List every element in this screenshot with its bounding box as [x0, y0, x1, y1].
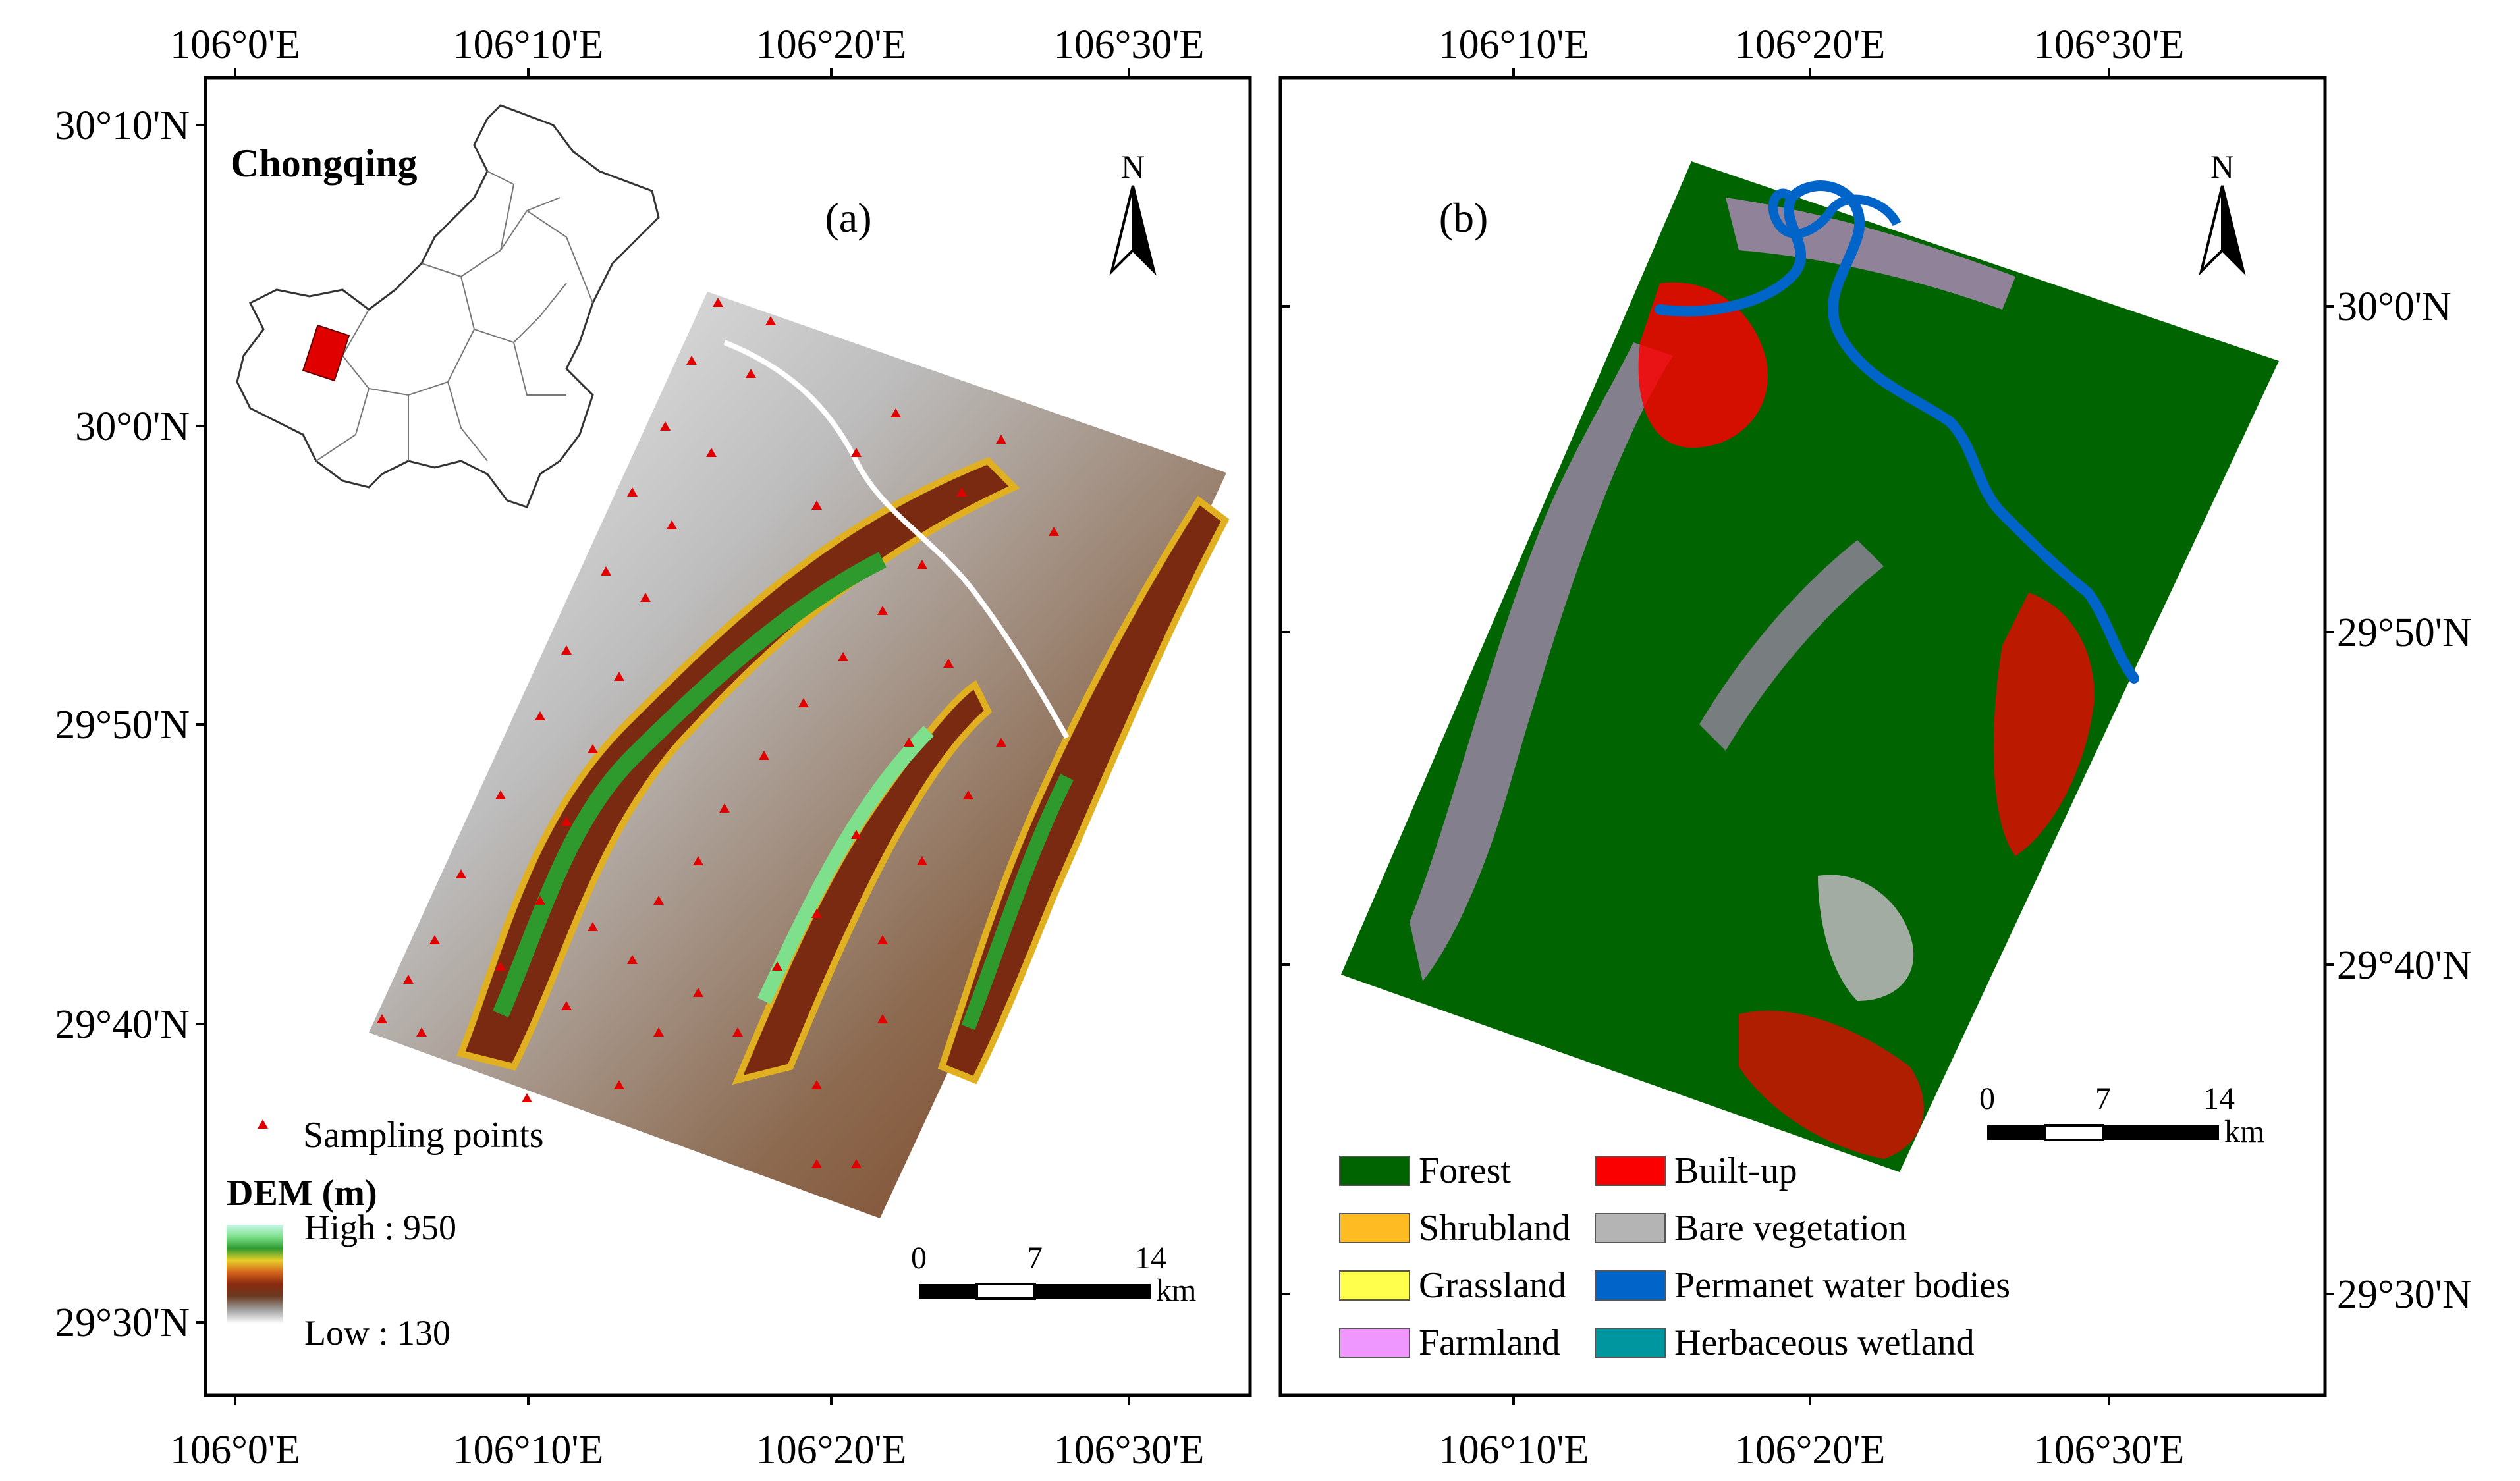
- b-bottom-lon-0: 106°10'E: [1438, 1428, 1589, 1472]
- a-top-lon-0: 106°0'E: [170, 22, 300, 67]
- panel-a: 106°0'E 106°10'E 106°20'E 106°30'E 106°0…: [55, 22, 1252, 1472]
- a-left-lat-1: 30°0'N: [75, 404, 190, 449]
- dem-footprint: [369, 292, 1226, 1218]
- legend-swatch-shrubland: [1339, 1213, 1410, 1243]
- legend-swatch-wetland: [1595, 1328, 1666, 1358]
- study-area-highlight: [302, 324, 350, 382]
- bare-vegetation-south: [1818, 875, 1914, 1001]
- a-left-lat-2: 29°50'N: [55, 703, 190, 747]
- scale-bar-b: [1987, 1124, 2219, 1141]
- builtup-north: [1638, 282, 1768, 448]
- legend-swatch-builtup: [1595, 1156, 1666, 1186]
- b-right-lat-3: 29°30'N: [2337, 1272, 2472, 1317]
- panel-b: 106°10'E 106°20'E 106°30'E 106°10'E 106°…: [1278, 22, 2472, 1472]
- north-arrow-icon: [1109, 185, 1157, 276]
- a-top-lon-2: 106°20'E: [756, 22, 907, 67]
- district-boundaries: [315, 171, 593, 462]
- scale-b-tick-2: 14: [2203, 1081, 2235, 1116]
- legend-swatch-water: [1595, 1270, 1666, 1301]
- scale-b-tick-1: 7: [2095, 1081, 2111, 1116]
- legend-label-wetland: Herbaceous wetland: [1674, 1322, 1975, 1363]
- b-right-lat-1: 29°50'N: [2337, 610, 2472, 655]
- legend-label-bare: Bare vegetation: [1674, 1208, 1907, 1249]
- north-label: N: [1121, 148, 1145, 185]
- dem-high-label: High : 950: [304, 1208, 456, 1247]
- panel-a-label: (a): [825, 194, 871, 241]
- a-bottom-lon-3: 106°30'E: [1054, 1428, 1205, 1472]
- north-arrow-b-icon: [2199, 185, 2246, 276]
- dem-ridge-west: [456, 457, 1020, 1071]
- scale-a-tick-1: 7: [1027, 1241, 1043, 1276]
- legend-label-forest: Forest: [1419, 1150, 1511, 1191]
- scale-b-tick-0: 0: [1979, 1081, 1995, 1116]
- legend-swatch-farmland: [1339, 1328, 1410, 1358]
- river-yangtze: [1655, 180, 2139, 684]
- dem-ridge-middle-top: [757, 726, 934, 1004]
- inset-title: Chongqing: [231, 142, 417, 185]
- panel-a-frame: [204, 76, 1252, 1397]
- panel-b-ticks: [1280, 68, 2334, 1405]
- legend-swatch-bare: [1595, 1213, 1666, 1243]
- chongqing-inset-map: [236, 104, 660, 508]
- scale-a-unit: km: [1156, 1273, 1196, 1308]
- panel-a-ticks: [196, 68, 1130, 1405]
- a-top-lon-1: 106°10'E: [453, 22, 604, 67]
- b-right-lat-0: 30°0'N: [2337, 284, 2452, 329]
- b-bottom-lon-1: 106°20'E: [1735, 1428, 1886, 1472]
- chongqing-outline: [236, 104, 660, 508]
- legend-label-water: Permanet water bodies: [1674, 1265, 2010, 1306]
- farmland-west: [1410, 342, 1673, 981]
- a-left-lat-0: 30°10'N: [55, 103, 190, 148]
- scale-a-tick-0: 0: [911, 1241, 927, 1276]
- b-top-lon-1: 106°20'E: [1735, 22, 1886, 67]
- dem-title: DEM (m): [227, 1173, 377, 1214]
- a-left-lat-4: 29°30'N: [55, 1301, 190, 1345]
- a-bottom-lon-1: 106°10'E: [453, 1428, 604, 1472]
- sampling-points: [377, 298, 1059, 1168]
- a-top-lon-3: 106°30'E: [1054, 22, 1205, 67]
- dem-low-label: Low : 130: [304, 1313, 451, 1353]
- sampling-point-icon: [258, 1119, 268, 1129]
- dem-river: [723, 340, 1070, 739]
- dem-ridge-west-top: [493, 552, 887, 1018]
- scale-a-tick-2: 14: [1135, 1241, 1166, 1276]
- farmland-central: [1699, 540, 1884, 751]
- panel-b-frame: [1278, 76, 2327, 1397]
- legend-label-shrubland: Shrubland: [1419, 1208, 1570, 1249]
- farmland-north: [1726, 198, 2015, 310]
- legend-swatch-forest: [1339, 1156, 1410, 1186]
- sampling-label: Sampling points: [303, 1115, 544, 1156]
- a-bottom-lon-0: 106°0'E: [170, 1428, 300, 1472]
- legend-label-grassland: Grassland: [1419, 1265, 1566, 1306]
- north-label-b: N: [2210, 148, 2234, 185]
- river-loop: [1768, 188, 1902, 238]
- scale-b-unit: km: [2224, 1114, 2264, 1149]
- b-right-lat-2: 29°40'N: [2337, 943, 2472, 988]
- legend-label-builtup: Built-up: [1674, 1150, 1797, 1191]
- landcover-map: [1341, 161, 2279, 1172]
- b-bottom-lon-2: 106°30'E: [2034, 1428, 2185, 1472]
- dem-color-ramp: [227, 1225, 283, 1324]
- landcover-footprint: [1341, 161, 2279, 1172]
- builtup-south: [1739, 1010, 1924, 1159]
- a-bottom-lon-2: 106°20'E: [756, 1428, 907, 1472]
- legend-label-farmland: Farmland: [1419, 1322, 1560, 1363]
- scale-bar-a: [919, 1283, 1151, 1300]
- legend-swatch-grassland: [1339, 1270, 1410, 1301]
- builtup-east: [1993, 593, 2095, 856]
- dem-ridge-east: [937, 495, 1230, 1085]
- panel-b-label: (b): [1439, 194, 1489, 241]
- a-left-lat-3: 29°40'N: [55, 1002, 190, 1047]
- dem-map: [369, 292, 1230, 1218]
- b-top-lon-0: 106°10'E: [1438, 22, 1589, 67]
- dem-ridge-east-top: [961, 774, 1074, 1030]
- landcover-legend: Forest Built-up Shrubland Bare vegetatio…: [1339, 1150, 2010, 1363]
- b-top-lon-2: 106°30'E: [2034, 22, 2185, 67]
